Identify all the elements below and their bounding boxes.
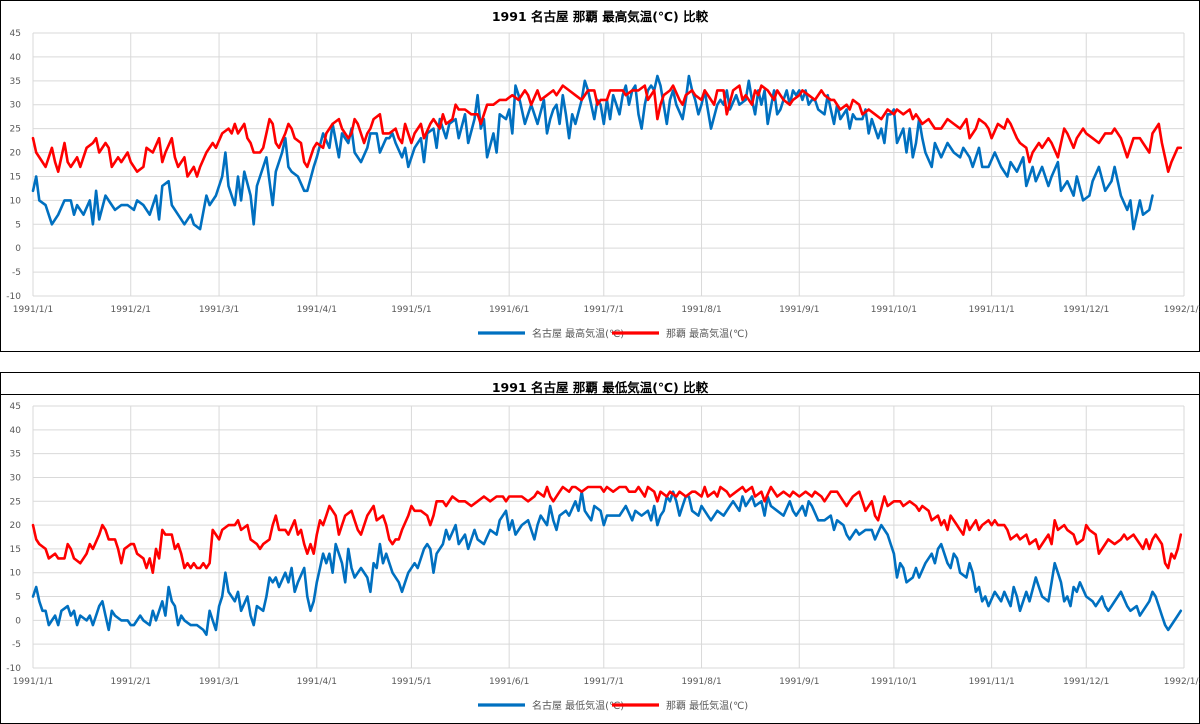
x-tick-label: 1991/4/1 [297, 305, 337, 315]
x-tick-label: 1991/4/1 [297, 677, 337, 687]
x-tick-label: 1991/9/1 [779, 305, 819, 315]
chart-max-temp-plot: -10 -5 0 5 10 15 20 25 30 35 40 45 1991/1/1 1991/2/1… [6, 29, 1200, 340]
chart-min-temp-border [0, 372, 1200, 724]
x-tick-label: 1991/2/1 [111, 677, 151, 687]
chart-max-temp-grid [32, 32, 1185, 297]
chart-min-temp-frame [0, 372, 1200, 724]
x-tick-label: 1992/1/1 [1164, 677, 1200, 687]
series-line-max-naha [31, 84, 1183, 178]
y-tick-label: 40 [10, 426, 22, 436]
chart-min-temp-y-axis: -10 -5 0 5 10 15 20 25 30 35 40 45 [6, 402, 21, 674]
x-tick-label: 1991/3/1 [199, 677, 239, 687]
y-tick-label: 10 [10, 569, 22, 579]
chart-max-temp-title: 1991 名古屋 那覇 最高気温(℃) 比較 [491, 9, 709, 24]
y-tick-label: 25 [10, 497, 21, 507]
y-tick-label: 20 [10, 521, 22, 531]
x-tick-label: 1992/1/1 [1164, 305, 1200, 315]
chart-max-temp-x-axis: 1991/1/1 1991/2/1 1991/3/1 1991/4/1 1991/5/1… [13, 305, 1200, 315]
legend-label-naha-min: 那覇 最低気温(℃) [666, 699, 748, 712]
x-tick-label: 1991/8/1 [681, 305, 721, 315]
x-tick-label: 1991/3/1 [199, 305, 239, 315]
y-tick-label: 35 [10, 77, 21, 87]
chart-max-temp-y-axis: -10 -5 0 5 10 15 20 25 30 35 40 45 [6, 29, 21, 302]
chart-max-temp-legend: 名古屋 最高気温(℃) 那覇 最高気温(℃) [478, 327, 748, 340]
series-line-min-nagoya [31, 490, 1183, 637]
x-tick-label: 1991/2/1 [111, 305, 151, 315]
y-tick-label: -10 [6, 664, 21, 674]
y-tick-label: 0 [15, 244, 21, 254]
x-tick-label: 1991/5/1 [391, 305, 431, 315]
y-tick-label: 10 [10, 196, 22, 206]
chart-min-temp-grid [32, 405, 1185, 669]
x-tick-label: 1991/11/1 [969, 677, 1015, 687]
x-tick-label: 1991/7/1 [584, 305, 624, 315]
chart-min-temp-title: 1991 名古屋 那覇 最低気温(℃) 比較 [491, 380, 709, 395]
x-tick-label: 1991/9/1 [779, 677, 819, 687]
x-tick-label: 1991/12/1 [1063, 305, 1109, 315]
x-tick-label: 1991/10/1 [871, 305, 917, 315]
y-tick-label: 45 [10, 402, 21, 412]
chart-min-temp-series [31, 485, 1183, 637]
y-tick-label: 20 [10, 149, 22, 159]
x-tick-label: 1991/1/1 [13, 305, 53, 315]
x-tick-label: 1991/5/1 [391, 677, 431, 687]
x-tick-label: 1991/1/1 [13, 677, 53, 687]
y-tick-label: 15 [10, 545, 21, 555]
x-tick-label: 1991/7/1 [584, 677, 624, 687]
chart-max-temp: 1991 名古屋 那覇 最高気温(℃) 比較 -10 -5 0 5 10 15 20 25 30… [0, 0, 1200, 352]
y-tick-label: 25 [10, 125, 21, 135]
y-tick-label: 45 [10, 29, 21, 39]
chart-min-temp-legend: 名古屋 最低気温(℃) 那覇 最低気温(℃) [478, 699, 748, 712]
y-tick-label: 30 [10, 101, 22, 111]
x-tick-label: 1991/8/1 [681, 677, 721, 687]
legend-label-naha-max: 那覇 最高気温(℃) [666, 327, 748, 340]
y-tick-label: -10 [6, 292, 21, 302]
chart-max-temp-series [31, 74, 1183, 231]
legend-label-nagoya-max: 名古屋 最高気温(℃) [532, 327, 624, 340]
y-tick-label: 5 [15, 593, 21, 603]
chart-min-temp: 1991 名古屋 那覇 最低気温(℃) 比較 -10 -5 0 5 10 15 20 25 30… [0, 372, 1200, 724]
y-tick-label: 0 [15, 616, 21, 626]
y-tick-label: 40 [10, 53, 22, 63]
chart-min-temp-x-axis: 1991/1/1 1991/2/1 1991/3/1 1991/4/1 1991/5/1… [13, 677, 1200, 687]
x-tick-label: 1991/6/1 [489, 305, 529, 315]
x-tick-label: 1991/10/1 [871, 677, 917, 687]
series-line-max-nagoya [31, 74, 1154, 231]
y-tick-label: -5 [12, 268, 21, 278]
x-tick-label: 1991/11/1 [969, 305, 1015, 315]
y-tick-label: 35 [10, 450, 21, 460]
legend-label-nagoya-min: 名古屋 最低気温(℃) [532, 699, 624, 712]
y-tick-label: 15 [10, 172, 21, 182]
y-tick-label: -5 [12, 640, 21, 650]
y-tick-label: 5 [15, 220, 21, 230]
chart-min-temp-plot: -10 -5 0 5 10 15 20 25 30 35 40 45 1991/1/1 1991/2/1… [6, 402, 1200, 712]
y-tick-label: 30 [10, 473, 22, 483]
series-line-min-naha [31, 485, 1183, 574]
x-tick-label: 1991/12/1 [1063, 677, 1109, 687]
x-tick-label: 1991/6/1 [489, 677, 529, 687]
